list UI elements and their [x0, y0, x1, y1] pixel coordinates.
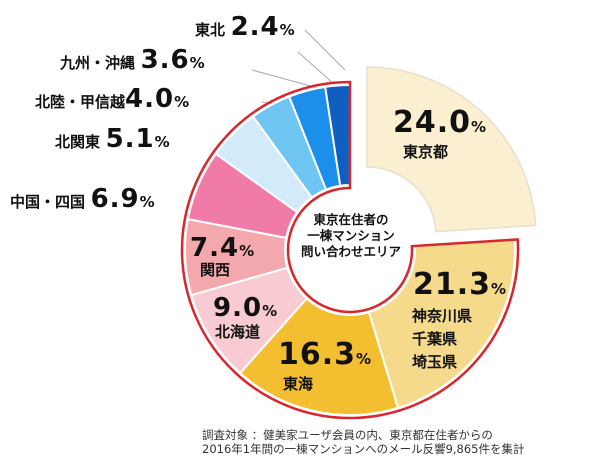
footnote: 調査対象 ：健美家ユーザ会員の内、東京都在住者からの 2016年1年間の一棟マンシ…: [202, 428, 525, 456]
label-kyushu: 九州・沖縄 3.6%: [60, 45, 205, 75]
label-hokuriku: 北陸・甲信越4.0%: [35, 84, 190, 114]
group-outline: [180, 80, 520, 420]
leader-line: [297, 51, 336, 86]
region-kansai: 関西: [200, 261, 231, 279]
label-tohoku: 東北 2.4%: [195, 12, 295, 42]
region-tokai: 東海: [283, 375, 314, 393]
region-kanagawa: 神奈川県 千葉県 埼玉県: [412, 307, 473, 371]
label-hokkaido: 9.0%: [213, 293, 278, 323]
slice-2: [238, 297, 400, 416]
leader-line: [251, 69, 319, 89]
slice-0: [366, 66, 537, 233]
leader-line: [304, 29, 346, 71]
label-kitakanto: 北関東 5.1%: [55, 124, 170, 154]
region-hokkaido: 北海道: [215, 323, 261, 341]
label-tokai: 16.3%: [278, 337, 372, 372]
center-title: 東京在住者の 一棟マンション 問い合わせエリア: [300, 212, 401, 259]
label-chugoku: 中国・四国 6.9%: [10, 184, 155, 214]
label-kanagawa: 21.3%: [413, 267, 507, 302]
region-tokyo: 東京都: [403, 143, 449, 161]
label-kansai: 7.4%: [190, 233, 255, 263]
label-tokyo: 24.0%: [393, 105, 487, 140]
slice-1: [367, 238, 516, 410]
